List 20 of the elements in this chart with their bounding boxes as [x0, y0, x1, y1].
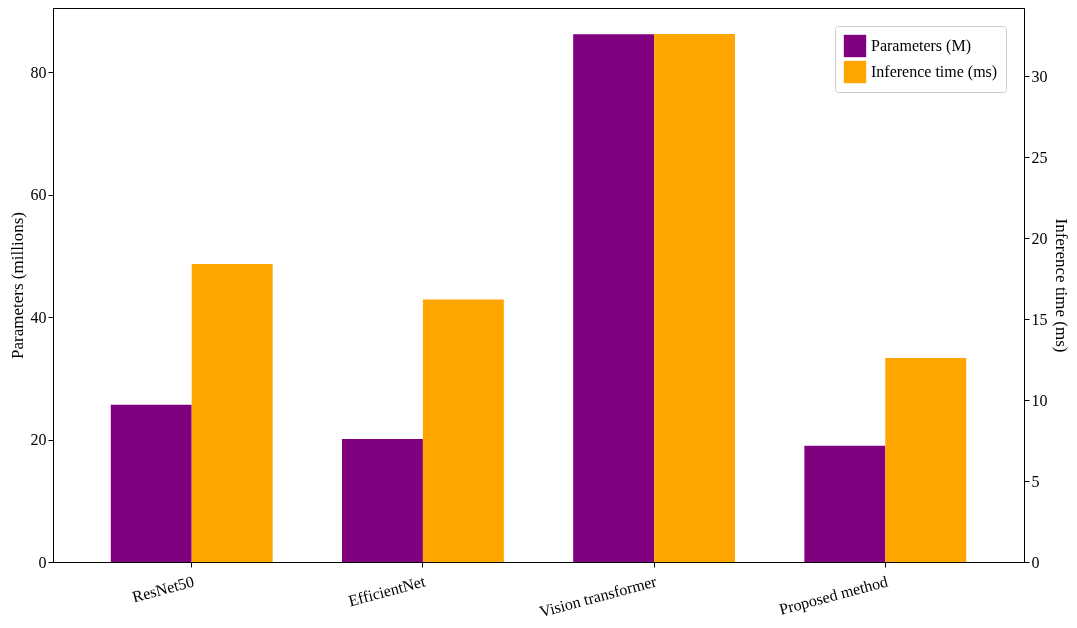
- y-tick-label: 80: [30, 63, 47, 81]
- y-tick-label: 20: [30, 431, 47, 449]
- y-tick-label: 40: [30, 308, 47, 326]
- y2-tick-label: 25: [1031, 148, 1048, 166]
- bar: [422, 299, 504, 562]
- y2-tick-label: 15: [1031, 310, 1048, 328]
- y2-tick-label: 0: [1031, 553, 1040, 571]
- y-tick-label: 60: [30, 186, 47, 204]
- y2-axis-title: Inference time (ms): [1051, 218, 1071, 353]
- y-axis-title: Parameters (millions): [7, 212, 27, 359]
- x-tick-label: ResNet50: [130, 572, 196, 606]
- x-tick-label: Vision transformer: [537, 572, 659, 621]
- y2-tick-label: 20: [1031, 229, 1048, 247]
- y2-tick-label: 10: [1031, 391, 1048, 409]
- legend-label: Parameters (M): [871, 37, 971, 55]
- y-tick-label: 0: [38, 553, 47, 571]
- y2-tick-label: 30: [1031, 67, 1048, 85]
- y2-tick-label: 5: [1031, 472, 1040, 490]
- x-tick-label: Proposed method: [777, 572, 890, 619]
- legend-label: Inference time (ms): [871, 63, 998, 81]
